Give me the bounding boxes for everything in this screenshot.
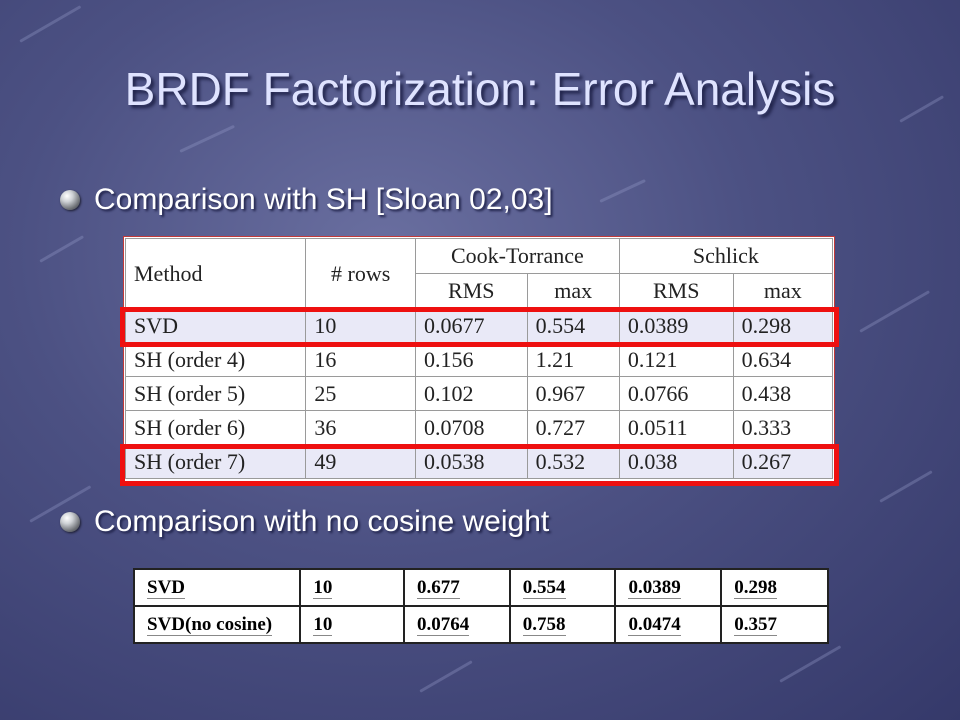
highlight-box-svd	[120, 307, 839, 347]
cell-value: 0.634	[732, 342, 834, 377]
cell-value: 0.758	[508, 605, 617, 644]
cell-value: 0.156	[414, 342, 528, 377]
cell-rows: 16	[305, 342, 416, 377]
cell-value: 0.102	[414, 376, 528, 411]
cell-value: 0.0708	[414, 410, 528, 445]
header-rms: RMS	[414, 273, 528, 309]
cell-value: 0.038	[618, 444, 734, 479]
highlight-box-sh-order7	[120, 444, 839, 486]
header-rows: # rows	[305, 238, 416, 309]
cell-value: 0.357	[720, 605, 829, 644]
cell-value: 1.21	[526, 342, 620, 377]
cell-method: SVD	[132, 568, 302, 607]
cell-value: 0.333	[732, 410, 834, 445]
cell-value: 0.121	[618, 342, 734, 377]
table-row: SH (order 6) 36 0.0708 0.727 0.0511 0.33…	[124, 410, 834, 445]
cell-value: 0.554	[508, 568, 617, 607]
table-row: SVD 10 0.0677 0.554 0.0389 0.298	[124, 308, 834, 343]
cell-value: 0.438	[732, 376, 834, 411]
cell-value: 0.0511	[618, 410, 734, 445]
bullet-sh-comparison: Comparison with SH [Sloan 02,03]	[60, 183, 553, 217]
cell-method: SH (order 7)	[124, 444, 307, 479]
cell-value: 0.0474	[614, 605, 723, 644]
cell-value: 0.0389	[614, 568, 723, 607]
cell-method: SH (order 4)	[124, 342, 307, 377]
cell-value: 0.0389	[618, 308, 734, 343]
sh-comparison-table: Method # rows Cook-Torrance Schlick RMS …	[123, 236, 835, 485]
cell-rows: 10	[305, 308, 416, 343]
bullet-sphere-icon	[60, 190, 80, 210]
cell-value: 0.0764	[402, 605, 511, 644]
table-row: SVD(no cosine) 10 0.0764 0.758 0.0474 0.…	[132, 605, 829, 644]
cell-rows: 49	[305, 444, 416, 479]
bullet-text: Comparison with no cosine weight	[94, 505, 550, 538]
cell-value: 0.677	[402, 568, 511, 607]
bullet-cosine-comparison: Comparison with no cosine weight	[60, 505, 549, 539]
cell-value: 0.298	[720, 568, 829, 607]
table-row: SH (order 7) 49 0.0538 0.532 0.038 0.267	[124, 444, 834, 479]
cell-method: SVD	[124, 308, 307, 343]
bullet-text: Comparison with SH [Sloan 02,03]	[94, 183, 553, 216]
cell-value: 0.0766	[618, 376, 734, 411]
header-max: max	[526, 273, 620, 309]
table-row: SVD 10 0.677 0.554 0.0389 0.298	[132, 568, 829, 607]
cell-value: 0.727	[526, 410, 620, 445]
cell-rows: 10	[299, 605, 405, 644]
cell-rows: 10	[299, 568, 405, 607]
bullet-sphere-icon	[60, 512, 80, 532]
cell-method: SH (order 5)	[124, 376, 307, 411]
table-row: SH (order 4) 16 0.156 1.21 0.121 0.634	[124, 342, 834, 377]
table-row: SH (order 5) 25 0.102 0.967 0.0766 0.438	[124, 376, 834, 411]
cell-value: 0.532	[526, 444, 620, 479]
cell-value: 0.0677	[414, 308, 528, 343]
cell-rows: 36	[305, 410, 416, 445]
cell-value: 0.0538	[414, 444, 528, 479]
header-rms: RMS	[618, 273, 734, 309]
cell-method: SH (order 6)	[124, 410, 307, 445]
cell-value: 0.967	[526, 376, 620, 411]
header-max: max	[732, 273, 834, 309]
cosine-comparison-table: SVD 10 0.677 0.554 0.0389 0.298 SVD(no c…	[132, 568, 829, 644]
cell-value: 0.298	[732, 308, 834, 343]
cell-value: 0.267	[732, 444, 834, 479]
slide-title: BRDF Factorization: Error Analysis	[124, 63, 836, 115]
header-cook-torrance: Cook-Torrance	[414, 238, 620, 274]
header-schlick: Schlick	[618, 238, 834, 274]
header-method: Method	[124, 238, 307, 309]
cell-rows: 25	[305, 376, 416, 411]
cell-value: 0.554	[526, 308, 620, 343]
cell-method: SVD(no cosine)	[132, 605, 302, 644]
